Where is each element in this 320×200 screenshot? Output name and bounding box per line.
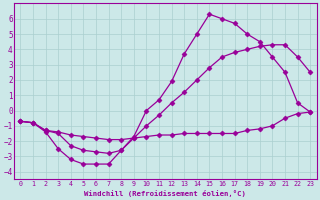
X-axis label: Windchill (Refroidissement éolien,°C): Windchill (Refroidissement éolien,°C) — [84, 190, 246, 197]
